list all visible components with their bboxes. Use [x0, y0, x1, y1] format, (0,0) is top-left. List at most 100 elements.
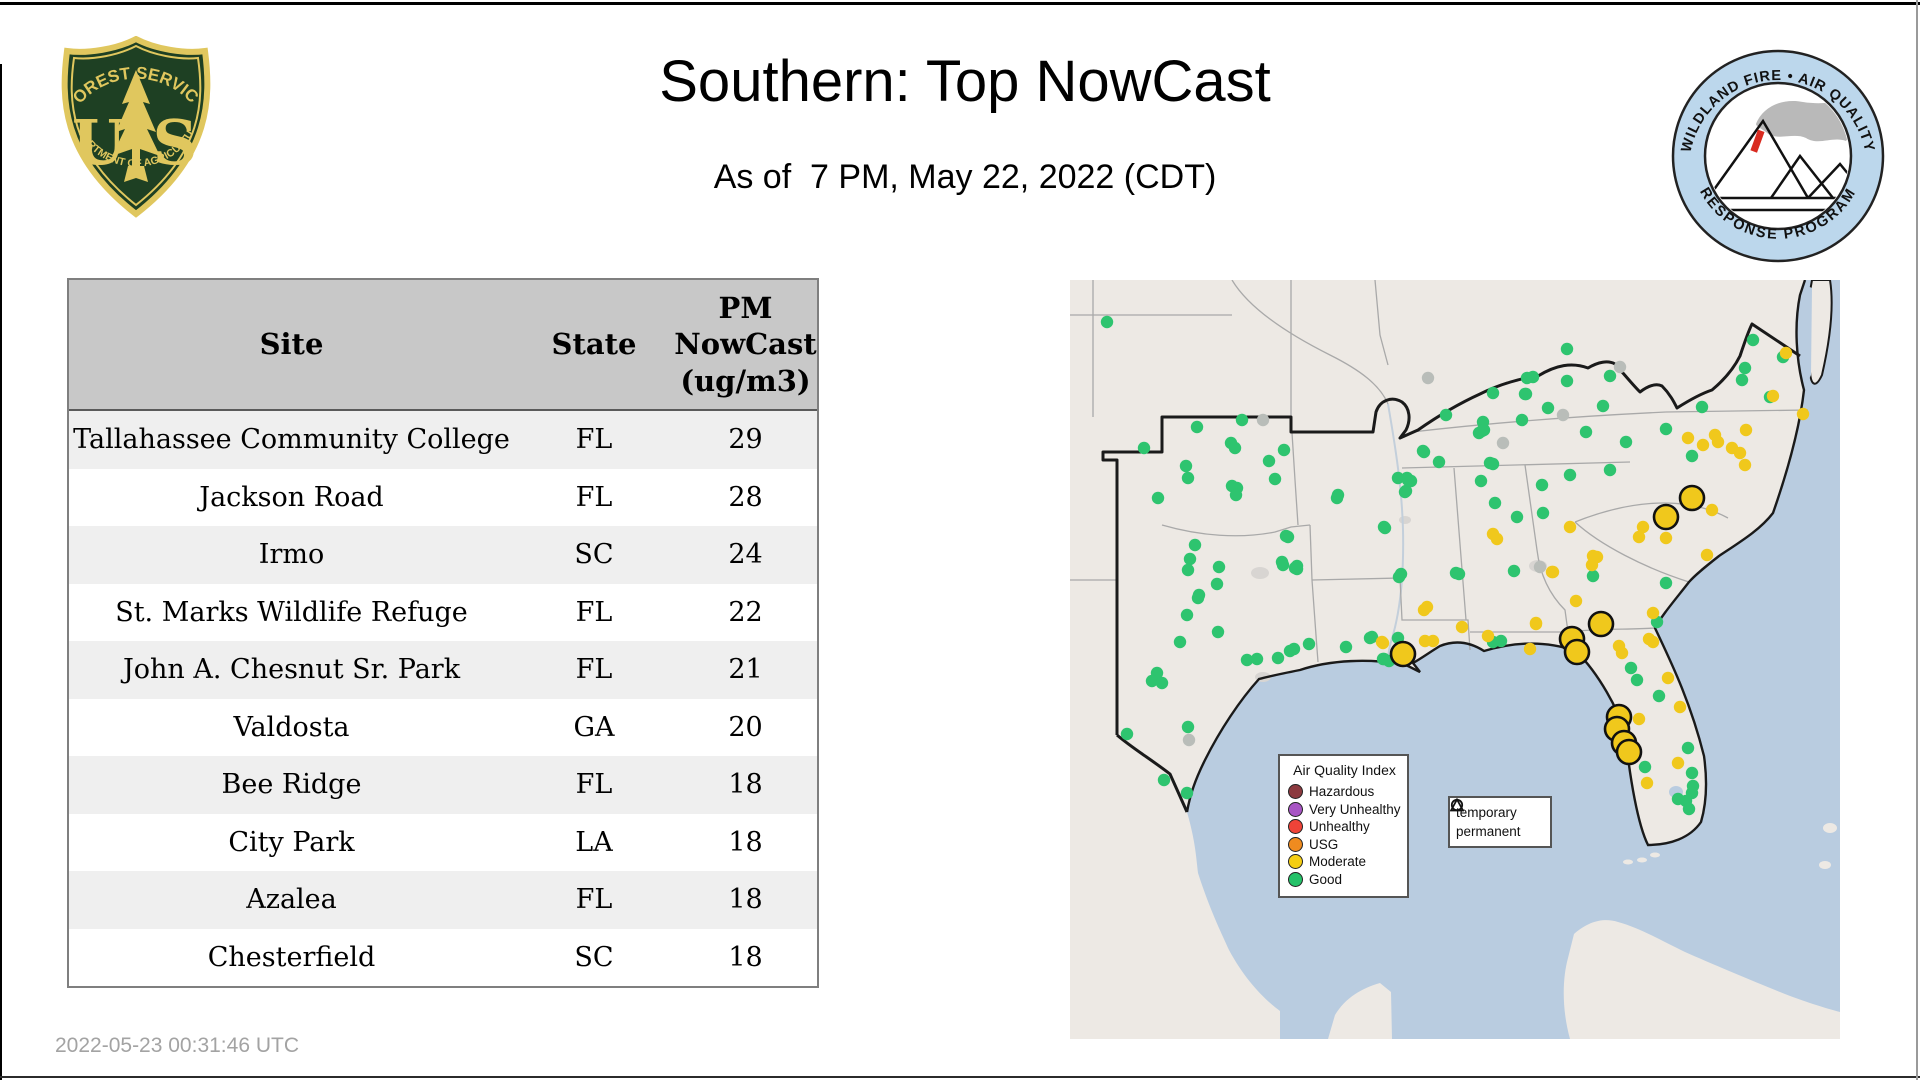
cell-pm-nowcast: 18	[728, 826, 763, 858]
aqi-legend: Air Quality Index Hazardous Very Unhealth…	[1278, 754, 1409, 898]
cell-pm-nowcast: 18	[728, 884, 763, 916]
table-row: Valdosta GA 20	[69, 698, 817, 756]
cell-state: FL	[575, 769, 613, 801]
cell-site: Azalea	[246, 884, 337, 916]
monitor-dot	[1432, 455, 1446, 469]
monitor-dot	[1652, 689, 1666, 703]
table-row: Jackson Road FL 28	[69, 468, 817, 526]
monitor-dot	[1586, 569, 1600, 583]
monitor-dot	[1563, 468, 1577, 482]
monitor-dot	[1507, 564, 1521, 578]
monitor-dot	[1188, 538, 1202, 552]
page-subtitle: As of 7 PM, May 22, 2022 (CDT)	[713, 158, 1217, 196]
monitor-dot	[1738, 458, 1752, 472]
monitor-dot	[1640, 776, 1654, 790]
table-row: Bee Ridge FL 18	[69, 756, 817, 814]
aqi-legend-item: Moderate	[1288, 853, 1401, 871]
monitor-dot	[1191, 591, 1205, 605]
temporary-label: temporary	[1456, 805, 1517, 820]
monitor-dot	[1535, 478, 1549, 492]
monitor-dot	[1636, 520, 1650, 534]
monitor-dot	[1391, 471, 1405, 485]
monitor-dot	[1619, 435, 1633, 449]
monitor-dot	[1536, 506, 1550, 520]
monitor-dot	[1682, 802, 1696, 816]
cell-state: SC	[574, 941, 614, 973]
monitor-dot	[1766, 389, 1780, 403]
monitor-dot	[1700, 548, 1714, 562]
table-body: Tallahassee Community College FL 29 Jackson…	[69, 411, 817, 986]
monitor-dot	[1277, 443, 1291, 457]
permanent-marker-icon	[1450, 798, 1464, 812]
monitor-dot	[1630, 673, 1644, 687]
monitor-dot	[1421, 371, 1435, 385]
monitor-dot	[1659, 422, 1673, 436]
monitor-dot	[1155, 676, 1169, 690]
cell-pm-nowcast: 22	[728, 596, 763, 628]
monitor-dot	[1182, 733, 1196, 747]
monitor-dot	[1569, 594, 1583, 608]
aqi-legend-item: USG	[1288, 836, 1401, 854]
monitor-dot	[1275, 555, 1289, 569]
monitor-dot	[1746, 333, 1760, 347]
cell-pm-nowcast: 20	[728, 711, 763, 743]
cell-state: LA	[575, 826, 613, 858]
monitor-dot	[1739, 423, 1753, 437]
monitor-dot	[1624, 661, 1638, 675]
monitor-dot	[1181, 720, 1195, 734]
aqi-map: Air Quality Index Hazardous Very Unhealth…	[1070, 280, 1840, 1039]
monitor-dot	[1496, 436, 1510, 450]
table-row: Chesterfield SC 18	[69, 928, 817, 986]
marker-type-legend: temporary permanent	[1448, 796, 1552, 848]
monitor-dot	[1288, 561, 1302, 575]
monitor-dot	[1392, 570, 1406, 584]
monitor-dot	[1779, 346, 1793, 360]
monitor-dot	[1596, 399, 1610, 413]
monitor-dot	[1615, 646, 1629, 660]
cell-state: FL	[575, 654, 613, 686]
monitor-dot	[1533, 560, 1547, 574]
cell-pm-nowcast: 21	[728, 654, 763, 686]
cell-site: Bee Ridge	[221, 769, 362, 801]
table-row: Tallahassee Community College FL 29	[69, 411, 817, 469]
monitor-dot	[1529, 616, 1543, 630]
column-header-state: State	[551, 327, 637, 362]
monitor-dot	[1157, 773, 1171, 787]
monitor-dot	[1416, 444, 1430, 458]
monitor-dot	[1705, 503, 1719, 517]
cell-state: FL	[575, 596, 613, 628]
monitor-dot	[1475, 424, 1489, 438]
monitor-dot	[1363, 631, 1377, 645]
monitor-dot	[1268, 472, 1282, 486]
smoke-cloud-icon	[1756, 101, 1849, 142]
table-header-row: Site State PM NowCast (ug/m3)	[69, 280, 817, 411]
monitor-dot	[1420, 600, 1434, 614]
nowcast-table: Site State PM NowCast (ug/m3) Tallahasse…	[67, 278, 819, 988]
slide-border-right	[1916, 0, 1918, 1080]
monitor-dot	[1733, 446, 1747, 460]
monitor-dot	[1486, 386, 1500, 400]
monitor-dot	[1181, 563, 1195, 577]
monitor-dot	[1279, 529, 1293, 543]
cell-pm-nowcast: 29	[728, 424, 763, 456]
monitor-dot	[1646, 606, 1660, 620]
aqi-legend-title: Air Quality Index	[1293, 762, 1396, 778]
slide-border-bottom	[0, 1076, 1920, 1078]
monitor-dot	[1541, 401, 1555, 415]
monitor-dot	[1455, 620, 1469, 634]
cell-state: FL	[575, 884, 613, 916]
monitor-dot	[1585, 558, 1599, 572]
permanent-label: permanent	[1456, 824, 1521, 839]
monitor-dot	[1488, 496, 1502, 510]
monitor-dot	[1180, 608, 1194, 622]
cell-pm-nowcast: 24	[728, 539, 763, 571]
aqi-color-swatch	[1288, 801, 1303, 817]
monitor-dot	[1523, 642, 1537, 656]
monitor-dot	[1681, 431, 1695, 445]
temporary-monitor-circle	[1563, 638, 1591, 666]
monitor-dot	[1377, 652, 1391, 666]
monitor-dot	[1695, 400, 1709, 414]
slide-border-top	[0, 2, 1920, 5]
cell-pm-nowcast: 28	[728, 481, 763, 513]
cell-state: FL	[575, 424, 613, 456]
